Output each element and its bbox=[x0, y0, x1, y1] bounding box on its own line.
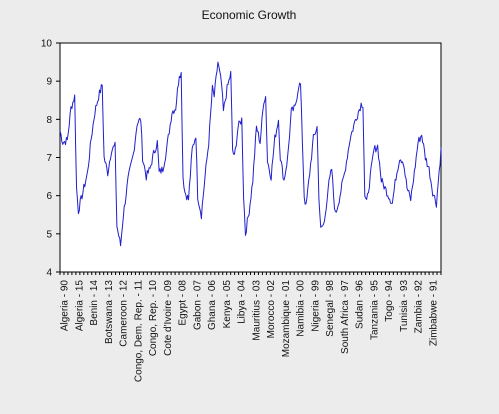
y-tick-label: 5 bbox=[46, 229, 52, 240]
x-tick-label: Cameroon - 12 bbox=[119, 280, 130, 347]
x-tick-label: Nigeria - 99 bbox=[310, 280, 321, 332]
x-tick-label: Gabon - 07 bbox=[192, 280, 203, 330]
plot-area bbox=[59, 42, 442, 273]
x-tick-label: Tunisia - 93 bbox=[399, 280, 410, 332]
x-tick-label: Botswana - 13 bbox=[104, 280, 115, 344]
x-tick-label: Zambia - 92 bbox=[414, 280, 425, 334]
x-tick-label: Morocco - 02 bbox=[266, 280, 277, 339]
x-tick-label: Sudan - 96 bbox=[355, 280, 366, 329]
y-tick-label: 6 bbox=[46, 191, 52, 202]
x-tick-label: Togo - 94 bbox=[384, 280, 395, 322]
x-tick-label: Mozambique - 01 bbox=[281, 280, 292, 358]
x-tick-label: Cote d'Ivoire - 09 bbox=[163, 280, 174, 356]
x-tick-label: Congo, Rep. - 10 bbox=[148, 280, 159, 357]
x-tick-label: Namibia - 00 bbox=[296, 280, 307, 337]
x-tick-label: Egypt - 08 bbox=[178, 280, 189, 326]
x-tick-label: Kenya - 05 bbox=[222, 280, 233, 329]
y-tick-label: 4 bbox=[46, 268, 52, 279]
x-tick-label: Senegal - 98 bbox=[325, 280, 336, 337]
x-tick-label: Libya - 04 bbox=[237, 280, 248, 324]
x-tick-label: Tanzania - 95 bbox=[369, 280, 380, 340]
y-axis: 4 5 6 7 8 9 10 bbox=[41, 39, 60, 279]
x-tick-label: Ghana - 06 bbox=[207, 280, 218, 330]
chart-title: Economic Growth bbox=[202, 8, 297, 22]
x-tick-label: Algeria - 15 bbox=[74, 280, 85, 332]
x-tick-label: Mauritius - 03 bbox=[251, 280, 262, 341]
x-axis: Algeria - 90 Algeria - 15 Benin - 14 Botswa… bbox=[59, 272, 442, 383]
series-line-economic-growth bbox=[59, 61, 442, 247]
x-tick-label: Algeria - 90 bbox=[60, 280, 71, 332]
y-tick-label: 10 bbox=[41, 39, 53, 50]
x-tick-label: Benin - 14 bbox=[89, 280, 100, 326]
y-tick-label: 8 bbox=[46, 115, 52, 126]
y-tick-label: 9 bbox=[46, 77, 52, 88]
x-tick-label: Zimbabwe - 91 bbox=[429, 280, 440, 347]
y-tick-label: 7 bbox=[46, 153, 52, 164]
x-tick-label: Congo, Dem. Rep. - 11 bbox=[133, 280, 144, 383]
x-tick-label: South Africa - 97 bbox=[340, 280, 351, 354]
